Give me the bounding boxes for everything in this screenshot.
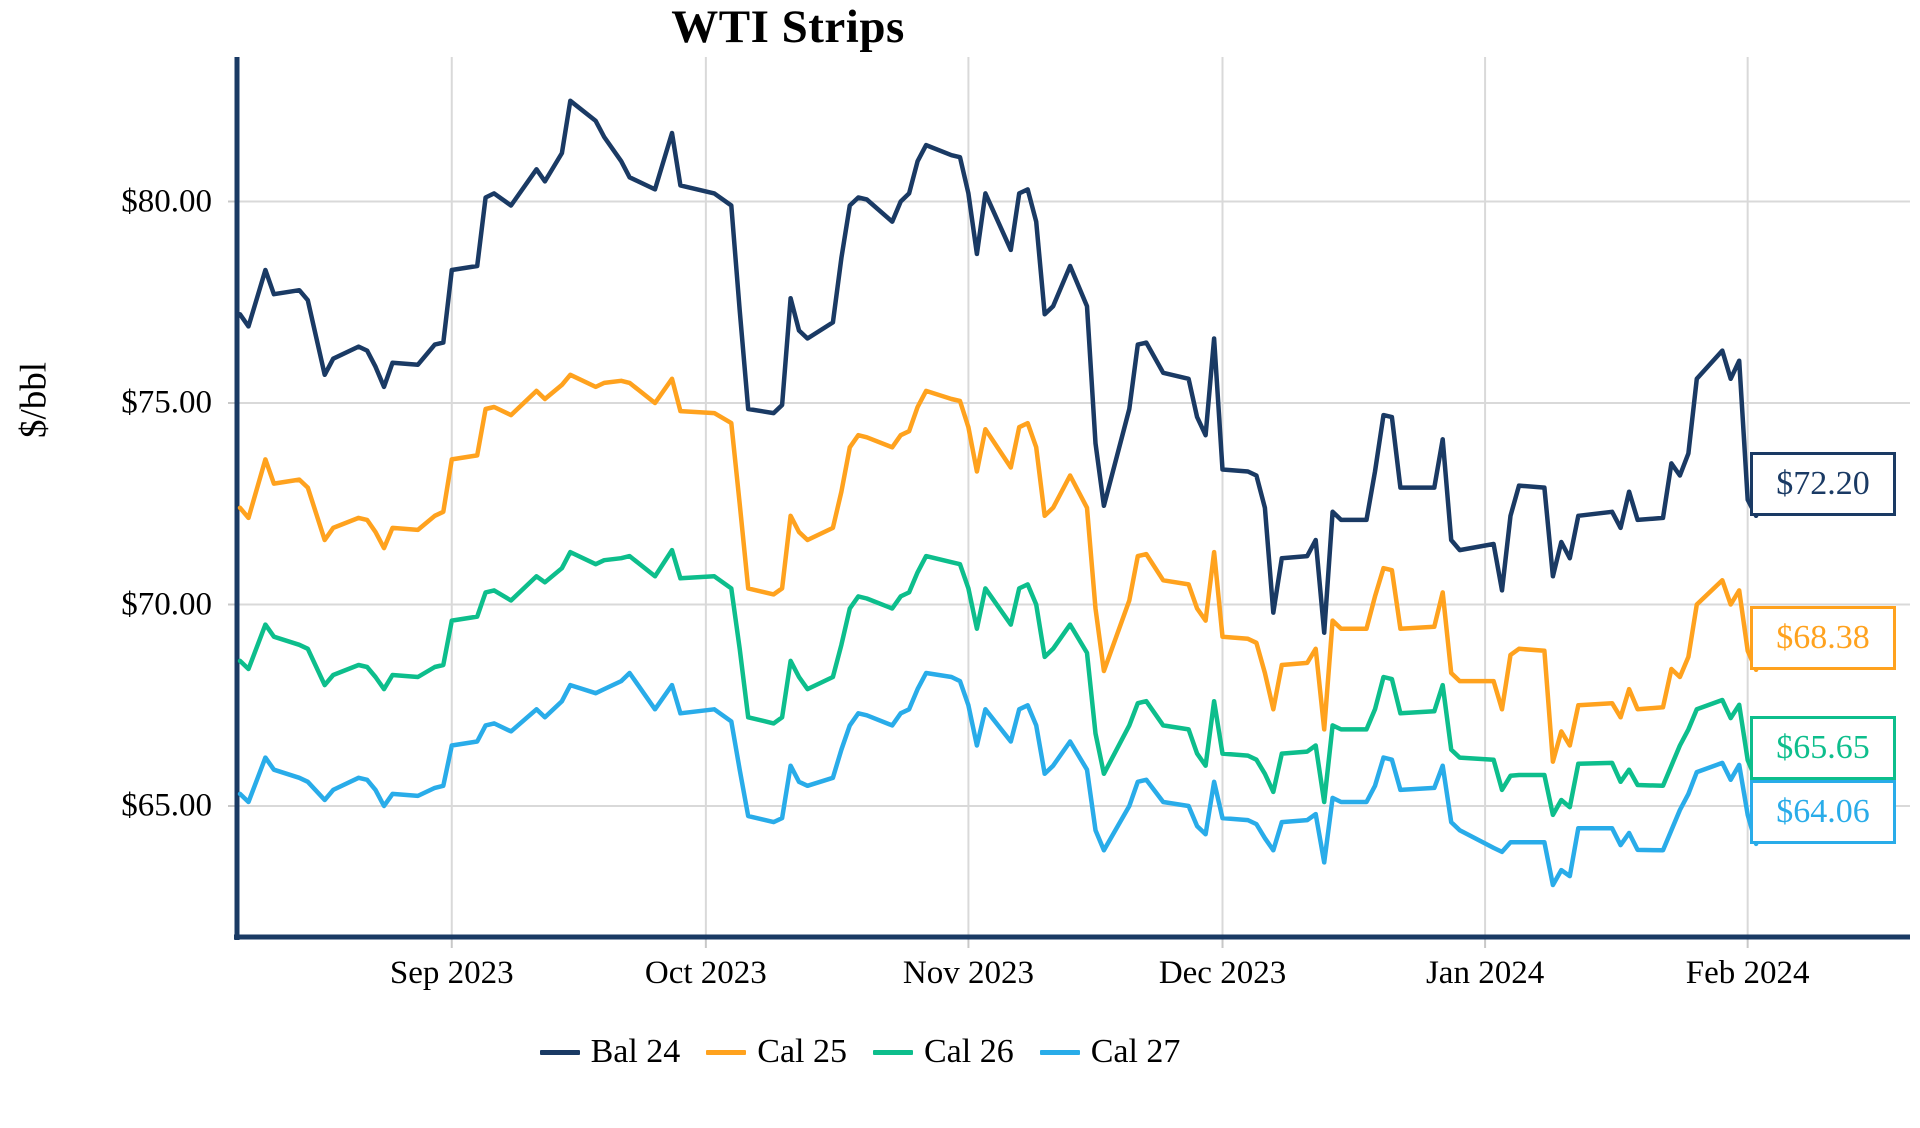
x-tick-label: Nov 2023 bbox=[902, 955, 1034, 991]
legend-item-label: Cal 27 bbox=[1090, 1033, 1181, 1070]
end-label-cal-27: $64.06 bbox=[1750, 779, 1896, 844]
legend-item-cal-25: Cal 25 bbox=[706, 1033, 847, 1071]
x-tick-label: Jan 2024 bbox=[1425, 955, 1545, 991]
series-line-cal-26 bbox=[237, 547, 1759, 818]
cal-27-line-swatch bbox=[1039, 1049, 1080, 1055]
legend: Bal 24 Cal 25 Cal 26 Cal 27 bbox=[0, 1033, 1720, 1071]
series-line-bal-24 bbox=[237, 98, 1759, 635]
legend-item-cal-27: Cal 27 bbox=[1039, 1033, 1181, 1071]
y-tick-label: $65.00 bbox=[121, 787, 212, 824]
end-label-cal-25: $68.38 bbox=[1750, 605, 1896, 670]
x-tick-label: Feb 2024 bbox=[1685, 955, 1810, 991]
legend-item-label: Cal 26 bbox=[924, 1033, 1014, 1070]
legend-item-label: Cal 25 bbox=[757, 1033, 847, 1070]
series-line-cal-27 bbox=[237, 670, 1759, 888]
x-tick-label: Sep 2023 bbox=[389, 955, 514, 991]
chart-title: WTI Strips bbox=[671, 1, 905, 53]
cal-25-line-swatch bbox=[706, 1049, 747, 1055]
y-tick-label: $70.00 bbox=[121, 586, 212, 622]
x-tick-label: Dec 2023 bbox=[1158, 955, 1287, 991]
end-label-cal-26: $65.65 bbox=[1750, 715, 1896, 780]
end-label-bal-24: $72.20 bbox=[1750, 451, 1896, 516]
x-tick-label: Oct 2023 bbox=[644, 955, 767, 991]
cal-26-line-swatch bbox=[873, 1049, 913, 1055]
legend-item-bal-24: Bal 24 bbox=[539, 1033, 681, 1071]
series-line-cal-25 bbox=[237, 372, 1759, 764]
legend-item-cal-26: Cal 26 bbox=[873, 1033, 1014, 1071]
bal-24-line-swatch bbox=[539, 1049, 580, 1055]
y-tick-label: $80.00 bbox=[121, 183, 212, 219]
y-tick-label: $75.00 bbox=[121, 384, 212, 421]
legend-item-label: Bal 24 bbox=[590, 1033, 681, 1070]
